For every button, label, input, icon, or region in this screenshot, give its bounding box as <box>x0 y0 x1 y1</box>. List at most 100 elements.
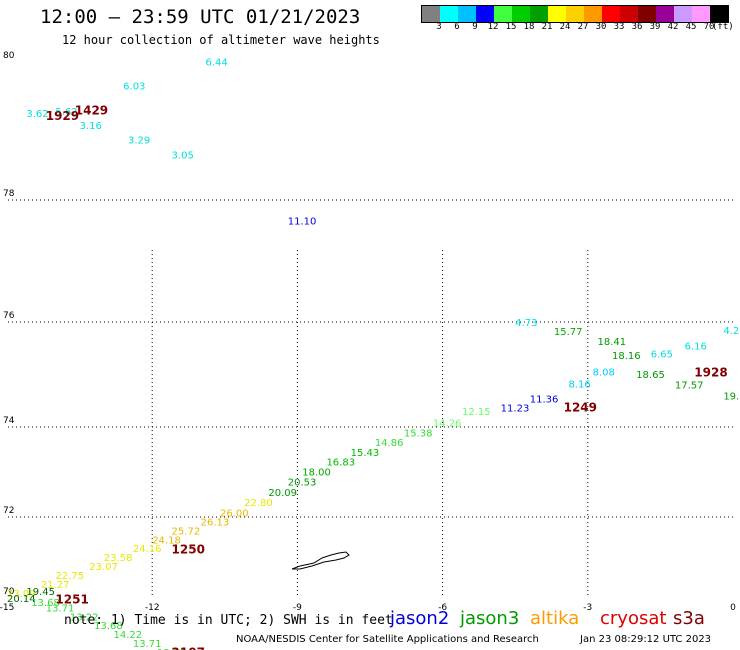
page-title: 12:00 – 23:59 UTC 01/21/2023 <box>40 6 361 28</box>
wave-height-value: 18.41 <box>597 337 626 348</box>
latitude-tick-label: 76 <box>3 311 15 321</box>
wave-height-value: 13.71 <box>133 639 162 650</box>
wave-height-value: 6.16 <box>685 341 707 352</box>
wave-height-value: 15.38 <box>404 428 433 439</box>
latitude-tick-label: 74 <box>3 416 15 426</box>
wave-height-value: 13.68 <box>31 598 60 609</box>
color-swatch <box>422 6 440 22</box>
wave-height-value: 25.72 <box>172 526 201 537</box>
pass-time-label: 1251 <box>55 593 88 607</box>
color-swatch <box>494 6 512 22</box>
wave-height-value: 15.43 <box>351 448 380 459</box>
wave-height-value: 20.14 <box>7 594 36 605</box>
wave-height-value: 23.58 <box>104 553 133 564</box>
color-scale-label: 12 <box>487 22 499 32</box>
wave-height-value: 3.05 <box>172 151 194 162</box>
color-swatch <box>512 6 530 22</box>
color-scale-label: 24 <box>559 22 571 32</box>
wave-height-value: 26.00 <box>220 509 249 520</box>
wave-height-value: 11.36 <box>530 394 559 405</box>
wave-height-value: 15.77 <box>554 327 583 338</box>
color-swatch <box>656 6 674 22</box>
legend-jason3: jason3 <box>460 608 520 629</box>
color-scale-label: 42 <box>667 22 679 32</box>
color-scale-label: 45 <box>685 22 697 32</box>
latitude-tick-label: 72 <box>3 506 14 516</box>
page-subtitle: 12 hour collection of altimeter wave hei… <box>62 33 380 47</box>
legend-jason2: jason2 <box>390 608 450 629</box>
wave-height-value: 26.13 <box>201 518 230 529</box>
pass-time-label: 2107 <box>172 645 205 650</box>
color-swatch <box>710 6 728 22</box>
wave-height-value: 14.86 <box>375 438 404 449</box>
color-scale-label: 33 <box>613 22 625 32</box>
wave-height-value: 4.26 <box>723 326 740 337</box>
wave-height-value: 19.0 <box>723 392 740 403</box>
wave-height-value: 5.62 <box>55 107 77 118</box>
color-scale-label: 21 <box>541 22 553 32</box>
latitude-tick-label: 80 <box>3 51 15 61</box>
wave-height-value: 22.75 <box>55 571 84 582</box>
pass-time-label: 1249 <box>564 400 597 414</box>
color-scale-label: 18 <box>523 22 535 32</box>
color-scale-label: 3 <box>436 22 442 32</box>
wave-height-value: 18.65 <box>636 370 665 381</box>
wave-height-value: 3.29 <box>128 135 150 146</box>
color-scale-label: 15 <box>505 22 517 32</box>
wave-height-value: 4.73 <box>515 318 537 329</box>
latitude-tick-label: 78 <box>3 189 15 199</box>
longitude-tick-label: -15 <box>0 603 14 613</box>
color-swatch <box>440 6 458 22</box>
legend-s3a: s3a <box>673 608 705 629</box>
wave-height-value: 8.16 <box>568 380 590 391</box>
wave-height-value: 19.45 <box>26 587 55 598</box>
wave-height-value: 20.53 <box>288 478 317 489</box>
wave-height-value: 23.09 <box>7 589 36 600</box>
wave-height-value: 8.08 <box>593 368 615 379</box>
color-swatch <box>530 6 548 22</box>
wave-height-value: 6.65 <box>651 350 673 361</box>
generation-timestamp: Jan 23 08:29:12 UTC 2023 <box>580 634 712 645</box>
latitude-tick-label: 70 <box>3 587 15 597</box>
wave-height-value: 22.80 <box>244 498 273 509</box>
color-scale-label: 6 <box>454 22 460 32</box>
wave-height-value: 24.16 <box>133 544 162 555</box>
longitude-tick-label: 0 <box>730 603 736 613</box>
wave-height-value: 6.03 <box>123 82 145 93</box>
wave-height-value: 14.22 <box>113 630 142 641</box>
color-scale-label: 27 <box>577 22 589 32</box>
color-scale-label: 9 <box>472 22 478 32</box>
color-swatch <box>584 6 602 22</box>
footer-note: note: 1) Time is in UTC; 2) SWH is in fe… <box>64 613 393 628</box>
wave-height-value: 18.00 <box>302 468 331 479</box>
pass-time-label: 1928 <box>694 366 727 380</box>
pass-time-label: 1929 <box>46 109 79 123</box>
legend-cryosat: cryosat <box>600 608 667 629</box>
wave-height-value: 21.27 <box>41 580 70 591</box>
color-scale-unit: (ft) <box>712 22 734 32</box>
color-scale-label: 70 <box>703 22 715 32</box>
wave-height-value: 23.07 <box>89 562 118 573</box>
wave-height-value: 11.23 <box>501 403 530 414</box>
wave-height-value: 3.62 <box>26 109 48 120</box>
color-swatch <box>638 6 656 22</box>
color-swatch <box>692 6 710 22</box>
color-swatch <box>620 6 638 22</box>
color-scale-label: 30 <box>595 22 607 32</box>
color-scale-label: 36 <box>631 22 643 32</box>
wave-height-value: 17.57 <box>675 381 704 392</box>
wave-height-value: 13.71 <box>46 603 75 614</box>
color-swatch <box>602 6 620 22</box>
longitude-tick-label: -9 <box>293 603 302 613</box>
wave-height-value: 13.88 <box>157 648 186 650</box>
wave-height-value: 6.44 <box>205 57 227 68</box>
wave-height-value: 3.16 <box>80 121 102 132</box>
wave-height-value: 12.15 <box>462 407 491 418</box>
longitude-tick-label: -12 <box>145 603 160 613</box>
pass-time-label: 1250 <box>172 542 205 556</box>
wave-height-value: 20.09 <box>268 488 297 499</box>
longitude-tick-label: -6 <box>438 603 447 613</box>
jan-mayen-island-outline <box>291 551 350 570</box>
wave-height-value: 13.22 <box>70 612 99 623</box>
